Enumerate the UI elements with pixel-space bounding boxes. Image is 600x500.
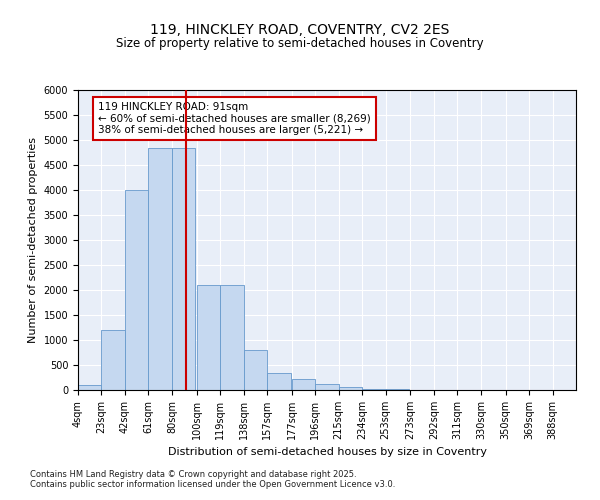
Bar [244, 350, 267, 390]
Bar [362, 388, 386, 390]
Bar [125, 190, 148, 390]
Text: Contains public sector information licensed under the Open Government Licence v3: Contains public sector information licen… [30, 480, 395, 489]
X-axis label: Distribution of semi-detached houses by size in Coventry: Distribution of semi-detached houses by … [167, 448, 487, 458]
Bar [315, 384, 339, 390]
Text: 119 HINCKLEY ROAD: 91sqm
← 60% of semi-detached houses are smaller (8,269)
38% o: 119 HINCKLEY ROAD: 91sqm ← 60% of semi-d… [98, 102, 371, 135]
Text: Size of property relative to semi-detached houses in Coventry: Size of property relative to semi-detach… [116, 38, 484, 51]
Bar [101, 330, 125, 390]
Bar [172, 148, 196, 390]
Text: Contains HM Land Registry data © Crown copyright and database right 2025.: Contains HM Land Registry data © Crown c… [30, 470, 356, 479]
Bar [339, 387, 362, 390]
Y-axis label: Number of semi-detached properties: Number of semi-detached properties [28, 137, 38, 343]
Bar [220, 285, 244, 390]
Bar [197, 285, 220, 390]
Bar [267, 372, 290, 390]
Bar [292, 379, 315, 390]
Bar [78, 385, 101, 390]
Bar [386, 389, 409, 390]
Bar [148, 148, 172, 390]
Text: 119, HINCKLEY ROAD, COVENTRY, CV2 2ES: 119, HINCKLEY ROAD, COVENTRY, CV2 2ES [151, 22, 449, 36]
